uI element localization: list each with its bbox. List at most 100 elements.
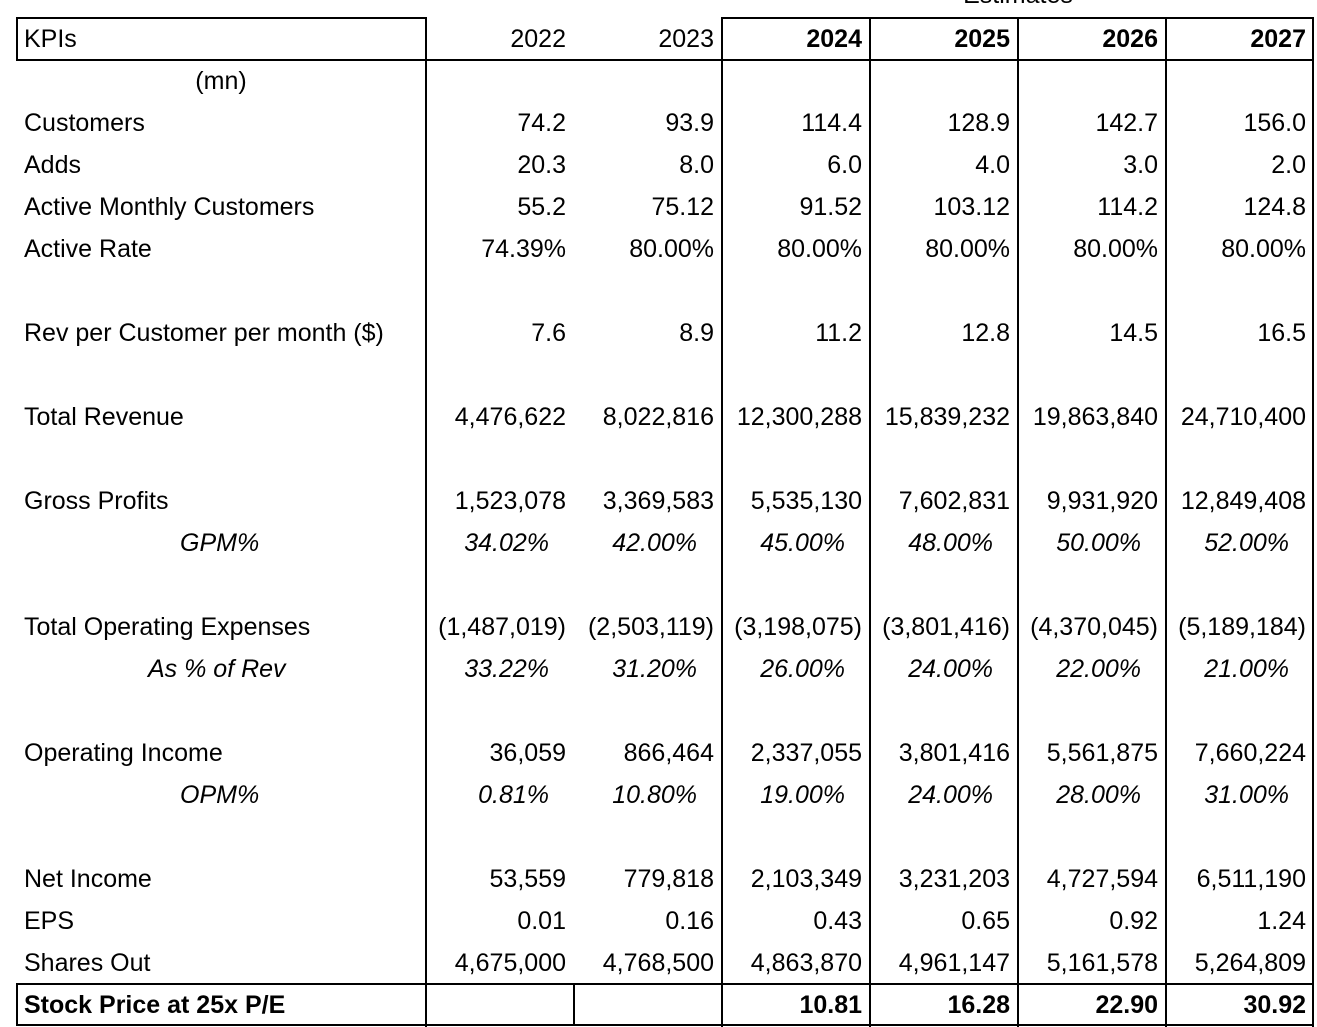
row-label: Rev per Customer per month ($) xyxy=(24,319,384,347)
cell-value: 93.9 xyxy=(665,109,714,137)
cell-value: 4,727,594 xyxy=(1046,865,1158,893)
cell-value: 3,801,416 xyxy=(898,739,1010,767)
vline-2026-2027 xyxy=(1165,17,1167,1027)
header-year-2022: 2022 xyxy=(510,25,566,53)
stock-price-value: 16.28 xyxy=(947,991,1010,1019)
row-label: EPS xyxy=(24,907,75,935)
cell-value: 1.24 xyxy=(1257,907,1306,935)
header-border-top-left xyxy=(16,17,426,19)
cell-value: 21.00% xyxy=(1204,655,1289,683)
cell-value: 4.0 xyxy=(975,151,1010,179)
row-label: Customers xyxy=(24,109,145,137)
kpi-spreadsheet: Estimates KPIs 2022 2023 2024 2025 2026 2027 (m… xyxy=(16,0,1314,1027)
cell-value: 4,476,622 xyxy=(454,403,566,431)
cell-value: (4,370,045) xyxy=(1030,613,1158,641)
row-label: Adds xyxy=(24,151,81,179)
cell-value: 0.16 xyxy=(665,907,714,935)
row-label: OPM% xyxy=(180,781,260,809)
cell-value: 779,818 xyxy=(623,865,714,893)
cell-value: 80.00% xyxy=(629,235,714,263)
cell-value: 80.00% xyxy=(1221,235,1306,263)
left-border-header xyxy=(16,17,18,61)
row-label: Gross Profits xyxy=(24,487,169,515)
left-border-total xyxy=(16,983,18,1026)
cell-value: 1,523,078 xyxy=(454,487,566,515)
cell-value: 80.00% xyxy=(1073,235,1158,263)
header-year-2025: 2025 xyxy=(954,25,1010,53)
cell-value: (3,801,416) xyxy=(882,613,1010,641)
cell-value: 48.00% xyxy=(908,529,993,557)
header-year-2027: 2027 xyxy=(1250,25,1306,53)
cell-value: 80.00% xyxy=(925,235,1010,263)
cell-value: 74.2 xyxy=(517,109,566,137)
cell-value: 7,602,831 xyxy=(898,487,1010,515)
cell-value: 6.0 xyxy=(827,151,862,179)
cell-value: 0.65 xyxy=(961,907,1010,935)
total-border-top xyxy=(16,983,1314,985)
cell-value: 4,961,147 xyxy=(898,949,1010,977)
cell-value: 12,849,408 xyxy=(1180,487,1306,515)
cell-value: 15,839,232 xyxy=(884,403,1010,431)
cell-value: 31.20% xyxy=(612,655,697,683)
cell-value: 3.0 xyxy=(1123,151,1158,179)
cell-value: 42.00% xyxy=(612,529,697,557)
cell-value: 5,561,875 xyxy=(1046,739,1158,767)
cell-value: 33.22% xyxy=(464,655,549,683)
cell-value: 6,511,190 xyxy=(1196,865,1306,893)
row-label: Total Revenue xyxy=(24,403,184,431)
cell-value: 24,710,400 xyxy=(1180,403,1306,431)
cell-value: 7,660,224 xyxy=(1194,739,1306,767)
row-label: As % of Rev xyxy=(148,655,286,683)
header-border-bottom xyxy=(16,59,1314,61)
cell-value: 11.2 xyxy=(815,319,862,347)
cell-value: 24.00% xyxy=(908,781,993,809)
header-year-2024: 2024 xyxy=(806,25,862,53)
cell-value: 12,300,288 xyxy=(736,403,862,431)
cell-value: 74.39% xyxy=(481,235,566,263)
row-label: GPM% xyxy=(180,529,260,557)
cell-value: 36,059 xyxy=(489,739,566,767)
cell-value: 45.00% xyxy=(760,529,845,557)
cell-value: 14.5 xyxy=(1109,319,1158,347)
cell-value: 7.6 xyxy=(531,319,566,347)
stock-price-value: 30.92 xyxy=(1243,991,1306,1019)
cell-value: 124.8 xyxy=(1243,193,1306,221)
cell-value: 80.00% xyxy=(777,235,862,263)
cell-value: 53,559 xyxy=(489,865,566,893)
cell-value: 0.43 xyxy=(813,907,862,935)
cell-value: 34.02% xyxy=(464,529,549,557)
row-label: Active Rate xyxy=(24,235,152,263)
cell-value: 3,369,583 xyxy=(602,487,714,515)
header-kpis-label: KPIs xyxy=(24,25,77,53)
unit-label: (mn) xyxy=(195,67,247,95)
cell-value: 8.0 xyxy=(679,151,714,179)
cell-value: 4,675,000 xyxy=(454,949,566,977)
right-border xyxy=(1312,17,1314,1027)
cell-value: 5,161,578 xyxy=(1046,949,1158,977)
stock-price-value xyxy=(574,984,714,1026)
cell-value: 866,464 xyxy=(623,739,714,767)
cell-value: 20.3 xyxy=(517,151,566,179)
vline-2024-2025 xyxy=(869,17,871,1027)
stock-price-label: Stock Price at 25x P/E xyxy=(24,991,286,1019)
cell-value: 0.01 xyxy=(517,907,566,935)
stock-price-value xyxy=(426,984,566,1026)
cell-value: 2.0 xyxy=(1271,151,1306,179)
header-year-2023: 2023 xyxy=(658,25,714,53)
cell-value: 31.00% xyxy=(1204,781,1289,809)
cell-value: (2,503,119) xyxy=(587,613,714,641)
cell-value: 28.00% xyxy=(1056,781,1141,809)
cell-value: 0.81% xyxy=(478,781,549,809)
cell-value: 156.0 xyxy=(1243,109,1306,137)
cell-value: (3,198,075) xyxy=(734,613,862,641)
cell-value: 3,231,203 xyxy=(898,865,1010,893)
header-year-2026: 2026 xyxy=(1102,25,1158,53)
cell-value: 142.7 xyxy=(1095,109,1158,137)
cell-value: 16.5 xyxy=(1257,319,1306,347)
cell-value: 24.00% xyxy=(908,655,993,683)
cell-value: (5,189,184) xyxy=(1178,613,1306,641)
cell-value: (1,487,019) xyxy=(438,613,566,641)
vline-2022-2023-total xyxy=(573,983,575,1026)
cell-value: 9,931,920 xyxy=(1046,487,1158,515)
row-label: Net Income xyxy=(24,865,152,893)
